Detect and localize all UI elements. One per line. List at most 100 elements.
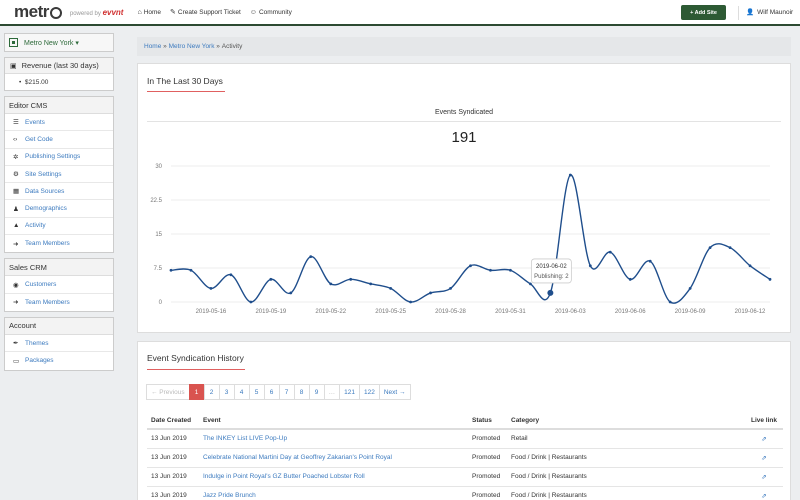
data-point [209, 287, 213, 290]
external-link-icon[interactable]: ⇗ [741, 467, 783, 487]
x-tick-label: 2019-06-03 [555, 309, 586, 315]
pagination: ← Previous 1 2 3 4 5 6 7 8 9 … 121 122 N… [146, 384, 411, 400]
column-header[interactable]: Event [199, 412, 468, 430]
event-link[interactable]: The INKEY List LIVE Pop-Up [199, 429, 468, 449]
data-point [469, 264, 472, 268]
activity-panel: In The Last 30 Days Events Syndicated 19… [137, 63, 791, 333]
brush-icon: ✒ [13, 340, 19, 348]
pagination-page[interactable]: 6 [263, 384, 280, 400]
x-tick-label: 2019-05-28 [435, 309, 466, 315]
pagination-page[interactable]: 9 [308, 384, 325, 400]
user-name: Wilf Maunoir [757, 8, 794, 16]
activity-icon: ▲ [13, 222, 20, 230]
x-tick-label: 2019-05-31 [495, 309, 526, 315]
table-row: 13 Jun 2019 Jazz Pride Brunch Promoted F… [147, 486, 783, 500]
external-link-icon[interactable]: ⇗ [741, 486, 783, 500]
account-box: Account ✒ Themes ▭ Packages [4, 316, 114, 371]
evvnt-brand: evvnt [102, 7, 124, 17]
cell-category: Food / Drink | Restaurants [507, 448, 741, 468]
pagination-page[interactable]: 5 [248, 384, 265, 400]
pagination-next[interactable]: Next → [378, 384, 411, 400]
sidebar-item-site-settings[interactable]: ⚙ Site Settings [5, 166, 113, 184]
external-link-icon[interactable]: ⇗ [741, 429, 783, 449]
pagination-page[interactable]: 122 [358, 384, 380, 400]
sidebar-item-events[interactable]: ☰ Events [5, 114, 113, 132]
data-point [628, 277, 632, 281]
sidebar-item-label: Themes [25, 339, 49, 347]
y-tick-label: 22.5 [150, 198, 162, 204]
pagination-page[interactable]: 121 [339, 384, 360, 400]
nav-community[interactable]: ☺ Community [250, 8, 292, 16]
sidebar-item-packages[interactable]: ▭ Packages [5, 352, 113, 369]
pagination-page[interactable]: 7 [278, 384, 295, 400]
gears-icon: ⚙ [13, 171, 19, 179]
data-point [349, 277, 353, 281]
pagination-page[interactable]: 2 [203, 384, 220, 400]
event-link[interactable]: Indulge in Point Royal's GZ Butter Poach… [199, 467, 468, 487]
data-point [189, 268, 193, 272]
sales-crm-box: Sales CRM ◉ Customers ➜ Team Members [4, 258, 114, 312]
sidebar-item-demographics[interactable]: ♟ Demographics [5, 200, 113, 218]
data-point [547, 289, 554, 296]
pagination-previous[interactable]: ← Previous [146, 384, 190, 400]
column-header[interactable]: Date Created [147, 412, 199, 430]
add-site-button[interactable]: + Add Site [681, 5, 726, 20]
external-link-icon[interactable]: ⇗ [741, 448, 783, 468]
nav-create-support-ticket[interactable]: ✎ Create Support Ticket [170, 8, 241, 17]
revenue-title: ▣ Revenue (last 30 days) [5, 58, 113, 74]
sidebar-item-get-code[interactable]: ‹› Get Code [5, 131, 113, 149]
column-header[interactable]: Category [507, 412, 741, 430]
ticket-icon: ✎ [170, 9, 176, 16]
data-point [509, 268, 512, 272]
x-tick-label: 2019-05-19 [255, 309, 286, 315]
sidebar-item-data-sources[interactable]: ▦ Data Sources [5, 183, 113, 201]
table-header-row: Date Created Event Status Category Live … [147, 412, 783, 430]
event-link[interactable]: Celebrate National Martini Day at Geoffr… [199, 448, 468, 468]
panel-title-underline [147, 369, 245, 370]
data-point [409, 300, 412, 304]
top-nav: ⌂ Home ✎ Create Support Ticket ☺ Community [137, 8, 300, 17]
sidebar-item-label: Activity [25, 222, 46, 230]
cell-date: 13 Jun 2019 [147, 448, 199, 468]
history-table: Date Created Event Status Category Live … [147, 412, 783, 500]
column-header: Live link [741, 412, 783, 430]
cell-status: Promoted [468, 486, 507, 500]
data-point [369, 282, 373, 286]
pagination-page[interactable]: 3 [218, 384, 235, 400]
sign-in-icon: ➜ [13, 240, 19, 248]
table-icon: ▦ [13, 188, 20, 196]
cell-category: Food / Drink | Restaurants [507, 467, 741, 487]
site-select[interactable]: Metro New York ▾ [5, 34, 113, 51]
data-point [269, 277, 273, 281]
sidebar-item-themes[interactable]: ✒ Themes [5, 335, 113, 353]
metro-logo[interactable]: metr [14, 2, 62, 22]
breadcrumb-site[interactable]: Metro New York [168, 43, 215, 50]
pagination-page[interactable]: 8 [293, 384, 310, 400]
user-menu[interactable]: 👤 Wilf Maunoir [746, 8, 794, 17]
panel-title-underline [147, 91, 225, 92]
cell-status: Promoted [468, 429, 507, 449]
data-point [708, 246, 712, 249]
breadcrumb-home[interactable]: Home [144, 43, 162, 50]
sidebar-item-activity[interactable]: ▲ Activity [5, 218, 113, 236]
top-navbar: metr powered by evvnt ⌂ Home ✎ Create Supp… [0, 0, 800, 26]
site-select-label: Metro New York ▾ [24, 39, 79, 47]
sidebar-item-publishing-settings[interactable]: ✲ Publishing Settings [5, 149, 113, 166]
sidebar-item-crm-team-members[interactable]: ➜ Team Members [5, 294, 113, 311]
tooltip-value: Publishing: 2 [534, 274, 569, 280]
column-header[interactable]: Status [468, 412, 507, 430]
pagination-ellipsis: … [323, 384, 341, 400]
sidebar-item-label: Team Members [25, 240, 70, 248]
event-link[interactable]: Jazz Pride Brunch [199, 486, 468, 500]
sidebar-item-customers[interactable]: ◉ Customers [5, 276, 113, 294]
data-point [309, 255, 313, 259]
data-point [449, 287, 452, 290]
nav-home[interactable]: ⌂ Home [137, 8, 161, 16]
pagination-page[interactable]: 1 [188, 384, 205, 400]
sidebar-item-team-members[interactable]: ➜ Team Members [5, 235, 113, 252]
sidebar-item-label: Publishing Settings [25, 153, 81, 161]
data-point [289, 291, 293, 295]
pagination-page[interactable]: 4 [233, 384, 250, 400]
y-tick-label: 30 [155, 164, 162, 170]
navbar-divider [738, 6, 739, 20]
